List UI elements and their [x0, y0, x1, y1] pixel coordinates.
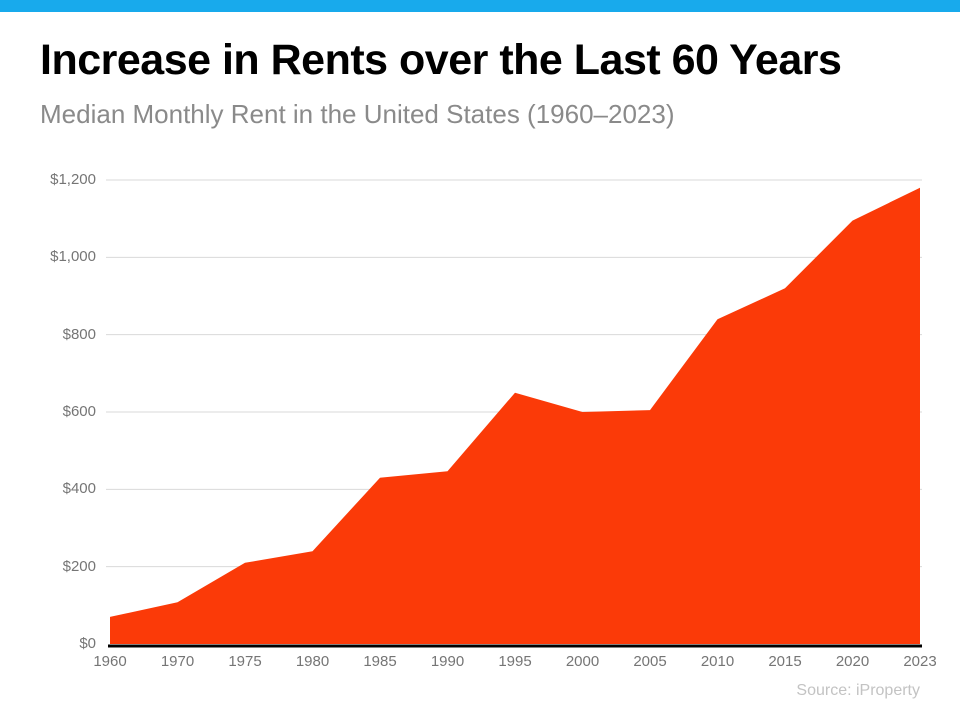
x-axis-line — [108, 644, 922, 648]
x-tick-label: 2023 — [903, 653, 937, 670]
x-tick-label: 2010 — [700, 653, 735, 670]
x-tick-label: 1985 — [363, 653, 397, 670]
x-tick-label: 1995 — [498, 653, 532, 670]
x-tick-label: 1970 — [160, 653, 195, 670]
accent-bar — [0, 0, 960, 12]
x-tick-label: 2020 — [835, 653, 870, 670]
x-tick-label: 1975 — [228, 653, 262, 670]
rent-area-series — [110, 187, 920, 644]
x-tick-label: 1960 — [93, 653, 127, 670]
x-tick-label: 2015 — [768, 653, 802, 670]
y-tick-label: $600 — [62, 403, 96, 420]
x-tick-label: 1980 — [295, 653, 330, 670]
y-tick-label: $1,000 — [50, 248, 96, 266]
y-tick-label: $400 — [62, 480, 96, 498]
y-tick-label: $0 — [79, 635, 96, 652]
x-tick-label: 2000 — [565, 653, 600, 670]
y-tick-label: $1,200 — [50, 171, 96, 188]
x-tick-label: 2005 — [633, 653, 667, 670]
page-title: Increase in Rents over the Last 60 Years — [40, 36, 842, 84]
y-tick-label: $800 — [62, 325, 96, 343]
y-tick-label: $200 — [62, 557, 96, 575]
source-attribution: Source: iProperty — [796, 682, 920, 699]
x-tick-label: 1990 — [430, 653, 465, 670]
page-subtitle: Median Monthly Rent in the United States… — [40, 99, 675, 129]
